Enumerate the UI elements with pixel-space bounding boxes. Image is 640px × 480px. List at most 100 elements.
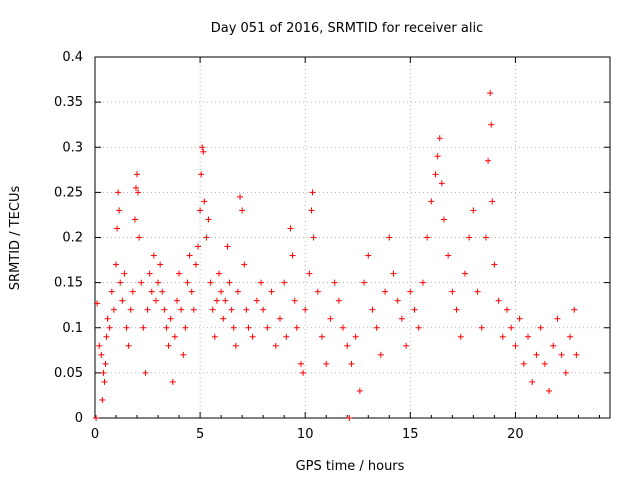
- data-point: [140, 324, 147, 331]
- data-point: [488, 121, 495, 128]
- data-point: [228, 306, 235, 313]
- y-tick-label: 0: [75, 411, 83, 426]
- data-point: [134, 171, 141, 178]
- data-point: [554, 315, 561, 322]
- data-point: [272, 342, 279, 349]
- data-point: [113, 261, 120, 268]
- data-point: [169, 378, 176, 385]
- x-tick-label: 0: [91, 427, 99, 442]
- data-point: [504, 306, 510, 313]
- data-point: [386, 234, 393, 241]
- data-point: [226, 279, 233, 286]
- data-point: [125, 342, 132, 349]
- data-point: [121, 270, 128, 277]
- grid: [95, 57, 610, 418]
- data-point: [428, 198, 435, 205]
- data-point: [135, 189, 142, 196]
- data-point: [529, 378, 536, 385]
- data-point: [310, 234, 317, 241]
- y-tick-label: 0.1: [62, 321, 83, 336]
- data-point: [461, 270, 468, 277]
- data-point: [348, 360, 355, 367]
- data-point: [424, 234, 431, 241]
- data-point: [182, 324, 189, 331]
- data-point: [567, 333, 574, 340]
- data-point: [268, 288, 275, 295]
- data-point: [136, 234, 143, 241]
- data-point: [245, 324, 252, 331]
- data-point: [258, 279, 265, 286]
- y-tick-label: 0.3: [62, 140, 83, 155]
- data-point: [93, 415, 100, 421]
- data-point: [319, 333, 326, 340]
- data-point: [419, 279, 426, 286]
- data-point: [499, 333, 506, 340]
- data-point: [101, 378, 108, 385]
- data-point: [283, 333, 290, 340]
- data-point: [108, 288, 115, 295]
- data-point: [264, 324, 271, 331]
- data-point: [466, 234, 473, 241]
- data-point: [197, 207, 204, 214]
- data-point: [453, 306, 460, 313]
- y-tick-label: 0.05: [54, 366, 83, 381]
- data-point: [138, 279, 145, 286]
- y-axis-label: SRMTID / TECUs: [8, 186, 23, 291]
- data-point: [550, 342, 557, 349]
- data-point: [161, 306, 168, 313]
- data-point: [533, 351, 540, 358]
- data-point: [327, 315, 334, 322]
- chart-title: Day 051 of 2016, SRMTID for receiver ali…: [211, 21, 484, 36]
- y-tick-label: 0.35: [54, 95, 83, 110]
- data-point: [180, 351, 187, 358]
- data-point: [114, 225, 121, 232]
- data-point: [474, 288, 481, 295]
- data-point: [356, 387, 363, 394]
- x-tick-label: 10: [297, 427, 314, 442]
- data-point: [230, 324, 237, 331]
- x-tick-label: 20: [507, 427, 524, 442]
- data-point: [155, 279, 162, 286]
- data-point: [203, 234, 210, 241]
- data-point: [562, 369, 569, 376]
- data-point: [309, 189, 316, 196]
- data-point: [377, 351, 384, 358]
- data-point: [394, 297, 401, 304]
- data-point: [276, 315, 283, 322]
- data-point: [365, 252, 372, 259]
- data-point: [445, 252, 452, 259]
- data-point: [331, 279, 338, 286]
- data-point: [482, 234, 489, 241]
- data-point: [190, 306, 197, 313]
- data-point: [157, 261, 164, 268]
- data-point: [110, 306, 117, 313]
- data-point: [178, 306, 185, 313]
- data-point: [260, 306, 267, 313]
- data-point: [373, 324, 380, 331]
- data-point: [216, 270, 223, 277]
- data-point: [281, 279, 288, 286]
- y-tick-label: 0.2: [62, 231, 83, 246]
- data-point: [104, 315, 111, 322]
- x-axis-label: GPS time / hours: [296, 459, 405, 474]
- data-point: [300, 369, 307, 376]
- data-point: [558, 351, 565, 358]
- x-tick-label: 15: [402, 427, 419, 442]
- data-point: [119, 297, 126, 304]
- data-point: [508, 324, 515, 331]
- data-point: [308, 207, 315, 214]
- data-point: [241, 261, 248, 268]
- data-point: [407, 288, 414, 295]
- y-tick-label: 0.4: [62, 50, 83, 65]
- data-point: [211, 333, 218, 340]
- data-point: [415, 324, 422, 331]
- data-point: [573, 351, 580, 358]
- data-point: [232, 342, 239, 349]
- data-point: [403, 342, 410, 349]
- data-point: [184, 279, 191, 286]
- data-point: [200, 148, 207, 155]
- data-point: [98, 351, 105, 358]
- data-point: [186, 252, 193, 259]
- data-point: [99, 396, 106, 403]
